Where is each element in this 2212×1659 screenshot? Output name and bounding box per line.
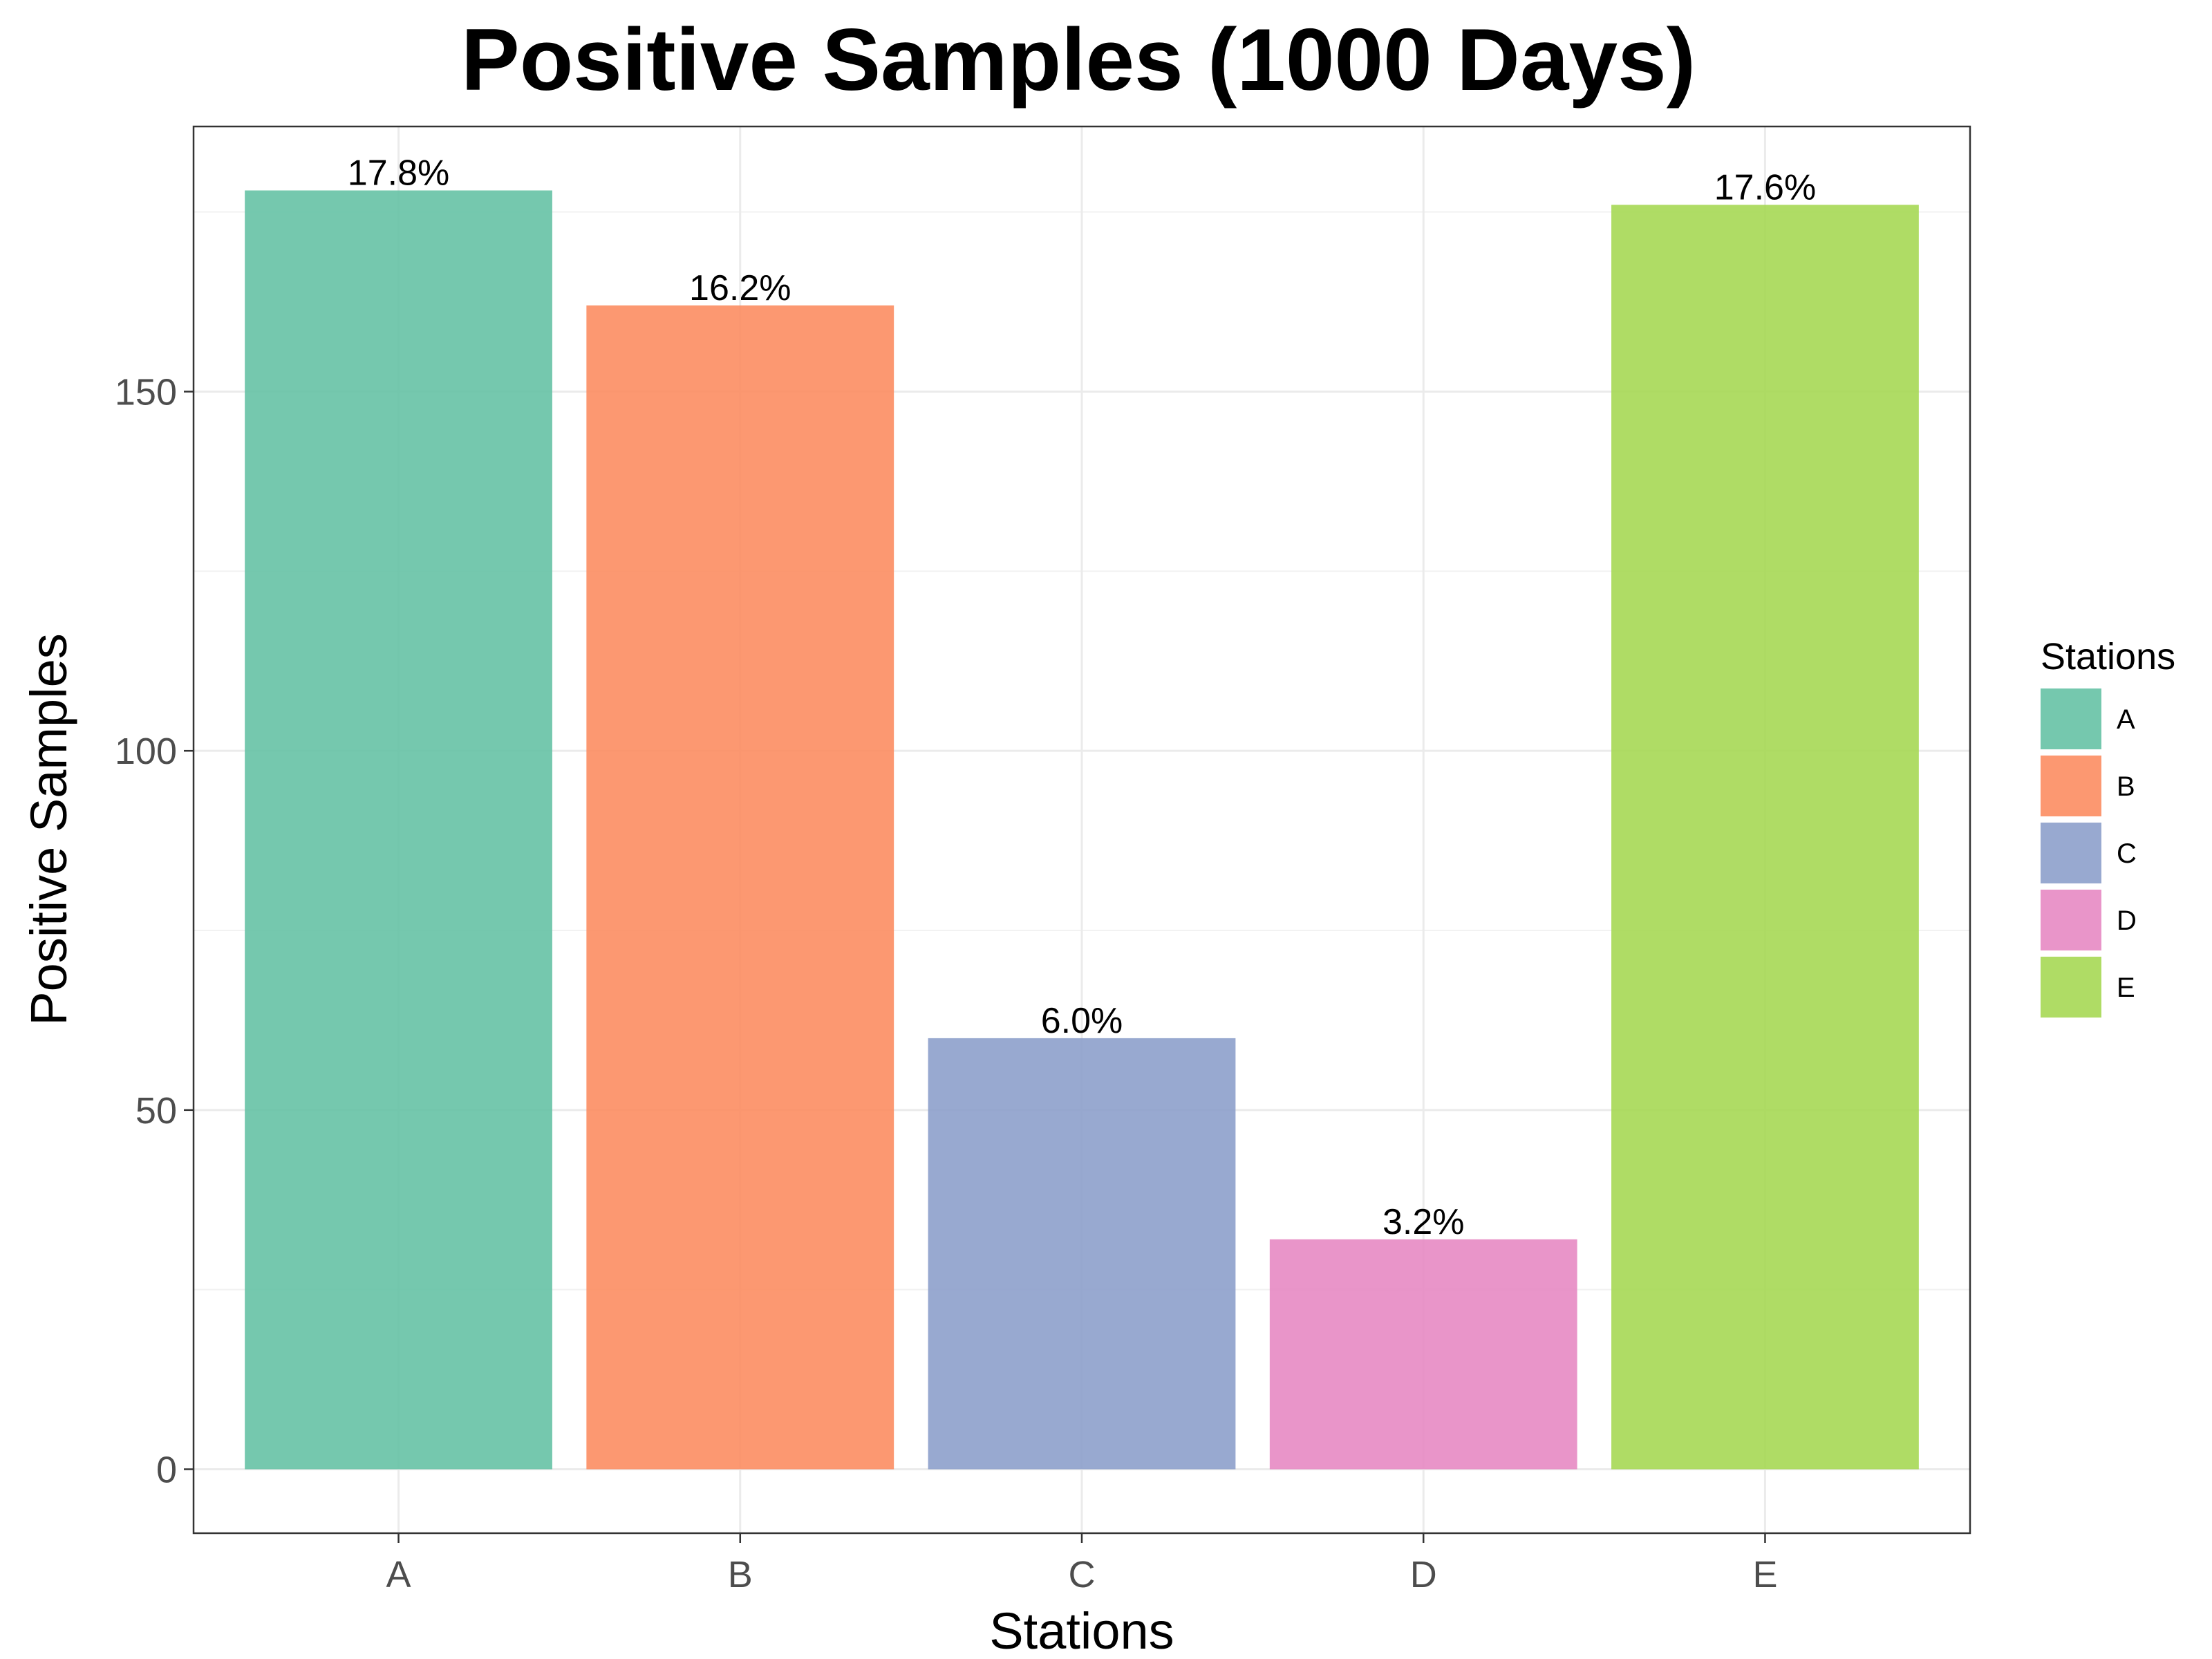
- data-label-e: 17.6%: [1714, 167, 1816, 207]
- data-labels: 17.8% 16.2% 6.0% 3.2% 17.6%: [348, 153, 1816, 1242]
- legend-label-a: A: [2117, 704, 2135, 735]
- data-label-b: 16.2%: [689, 268, 791, 308]
- chart-title: Positive Samples (1000 Days): [461, 10, 1696, 109]
- x-tick-label: B: [728, 1554, 753, 1595]
- data-label-d: 3.2%: [1382, 1202, 1465, 1242]
- legend-label-d: D: [2117, 906, 2137, 936]
- x-tick-label: E: [1752, 1554, 1777, 1595]
- x-tick-label: D: [1410, 1554, 1437, 1595]
- x-tick-label: A: [386, 1554, 411, 1595]
- bar-a: [245, 190, 552, 1470]
- legend-title: Stations: [2041, 636, 2175, 677]
- x-axis-title: Stations: [989, 1602, 1174, 1659]
- legend-key-a: [2041, 688, 2101, 749]
- bar-b: [586, 305, 894, 1470]
- y-axis: 0 50 100 150: [115, 372, 194, 1491]
- y-axis-title: Positive Samples: [20, 633, 77, 1026]
- y-tick-label: 0: [156, 1450, 177, 1491]
- data-label-a: 17.8%: [348, 153, 449, 194]
- legend-label-e: E: [2117, 973, 2135, 1003]
- bar-e: [1611, 205, 1919, 1470]
- legend-key-e: [2041, 957, 2101, 1018]
- legend-key-b: [2041, 756, 2101, 816]
- y-tick-label: 100: [115, 731, 177, 772]
- legend: Stations A B C D E: [2041, 636, 2175, 1018]
- legend-key-d: [2041, 890, 2101, 950]
- legend-label-c: C: [2117, 838, 2137, 869]
- x-axis: A B C D E: [386, 1533, 1777, 1595]
- y-tick-label: 150: [115, 372, 177, 413]
- legend-key-c: [2041, 823, 2101, 883]
- bar-c: [928, 1038, 1236, 1470]
- x-tick-label: C: [1069, 1554, 1096, 1595]
- bars: [245, 190, 1919, 1470]
- y-tick-label: 50: [135, 1090, 177, 1132]
- bar-d: [1269, 1239, 1577, 1470]
- legend-label-b: B: [2117, 771, 2135, 802]
- data-label-c: 6.0%: [1041, 1001, 1123, 1041]
